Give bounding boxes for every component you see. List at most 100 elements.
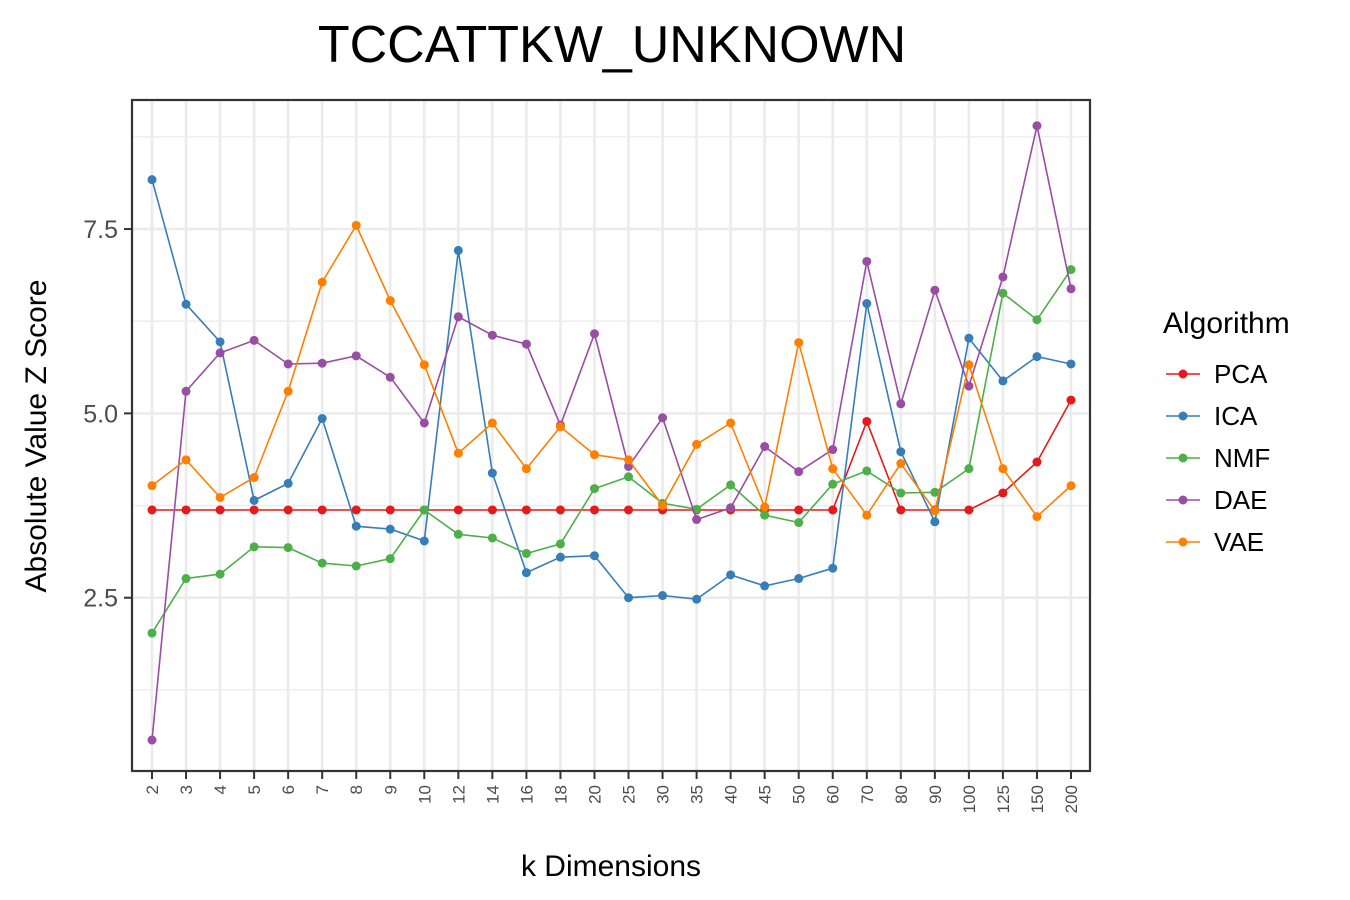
data-point-pca [589, 505, 599, 515]
data-point-nmf [521, 548, 531, 558]
data-point-ica [930, 517, 940, 527]
data-point-vae [419, 360, 429, 370]
data-point-vae [760, 502, 770, 512]
data-point-ica [589, 551, 599, 561]
grid [132, 100, 1090, 771]
data-point-dae [692, 515, 702, 525]
data-point-pca [181, 505, 191, 515]
data-point-pca [453, 505, 463, 515]
x-tick-label: 3 [177, 785, 196, 794]
data-point-nmf [794, 518, 804, 528]
data-point-nmf [351, 561, 361, 571]
data-point-pca [487, 505, 497, 515]
data-point-pca [385, 505, 395, 515]
data-point-dae [181, 386, 191, 396]
data-point-pca [828, 505, 838, 515]
x-tick-label: 70 [858, 785, 877, 804]
x-tick-label: 8 [347, 785, 366, 794]
data-point-dae [147, 735, 157, 745]
data-point-vae [147, 481, 157, 491]
data-point-ica [998, 376, 1008, 386]
data-point-dae [760, 442, 770, 452]
x-tick-label: 150 [1028, 785, 1047, 813]
legend-item-dae: DAE [1166, 485, 1267, 515]
series-vae [147, 220, 1076, 522]
data-point-nmf [249, 542, 259, 552]
data-point-vae [351, 220, 361, 230]
data-point-vae [521, 464, 531, 474]
data-point-ica [283, 478, 293, 488]
data-point-pca [794, 505, 804, 515]
data-point-pca [998, 488, 1008, 498]
data-point-ica [215, 337, 225, 347]
x-tick-label: 6 [279, 785, 298, 794]
data-point-dae [998, 272, 1008, 282]
data-point-ica [760, 581, 770, 591]
data-point-dae [351, 351, 361, 361]
data-point-pca [862, 416, 872, 426]
data-point-ica [419, 536, 429, 546]
data-point-vae [555, 422, 565, 432]
x-tick-label: 16 [517, 785, 536, 804]
data-point-pca [249, 505, 259, 515]
data-point-nmf [998, 288, 1008, 298]
data-point-vae [998, 464, 1008, 474]
data-point-ica [658, 591, 668, 601]
legend-key-point [1178, 411, 1188, 421]
x-tick-label: 60 [824, 785, 843, 804]
x-tick-label: 9 [381, 785, 400, 794]
data-point-dae [589, 329, 599, 339]
x-tick-label: 200 [1062, 785, 1081, 813]
data-point-ica [555, 552, 565, 562]
data-point-pca [521, 505, 531, 515]
data-point-ica [794, 574, 804, 584]
data-point-ica [385, 524, 395, 534]
series-line-pca [152, 399, 1072, 511]
data-point-nmf [930, 487, 940, 497]
data-point-nmf [385, 554, 395, 564]
x-axis: 2 3 4 5 6 7 8 9 10 12 14 16 18 20 25 30 35 40 45 50 60 70 80 90… [143, 771, 1081, 813]
data-point-ica [692, 594, 702, 604]
data-point-pca [147, 505, 157, 515]
data-point-dae [1066, 284, 1076, 294]
legend-label: VAE [1214, 527, 1264, 557]
legend-label: PCA [1214, 359, 1268, 389]
x-tick-label: 50 [790, 785, 809, 804]
x-tick-label: 125 [994, 785, 1013, 813]
data-point-nmf [760, 510, 770, 520]
data-point-ica [181, 299, 191, 309]
data-point-nmf [896, 488, 906, 498]
x-tick-label: 18 [551, 785, 570, 804]
series-lines [147, 121, 1076, 745]
data-point-nmf [862, 466, 872, 476]
data-point-dae [453, 312, 463, 322]
legend-item-nmf: NMF [1166, 443, 1270, 473]
data-point-ica [147, 175, 157, 185]
data-point-vae [828, 464, 838, 474]
data-point-ica [453, 245, 463, 255]
data-point-pca [283, 505, 293, 515]
chart-title: TCCATTKW_UNKNOWN [318, 16, 906, 74]
data-point-dae [794, 467, 804, 477]
x-tick-label: 10 [415, 785, 434, 804]
data-point-dae [419, 418, 429, 428]
series-line-vae [151, 223, 1072, 518]
data-point-nmf [453, 529, 463, 539]
data-point-vae [181, 455, 191, 465]
data-point-ica [964, 333, 974, 343]
legend-key-point [1178, 537, 1188, 547]
legend-label: DAE [1214, 485, 1267, 515]
data-point-nmf [726, 480, 736, 490]
data-point-pca [317, 505, 327, 515]
data-point-nmf [487, 533, 497, 543]
data-point-nmf [283, 543, 293, 553]
data-point-vae [453, 448, 463, 458]
series-line-dae [151, 125, 1072, 741]
y-tick-label: 5.0 [83, 400, 118, 428]
data-point-ica [1032, 352, 1042, 362]
data-point-vae [624, 455, 634, 465]
legend-label: ICA [1214, 401, 1258, 431]
data-point-nmf [215, 569, 225, 579]
data-point-vae [317, 277, 327, 287]
